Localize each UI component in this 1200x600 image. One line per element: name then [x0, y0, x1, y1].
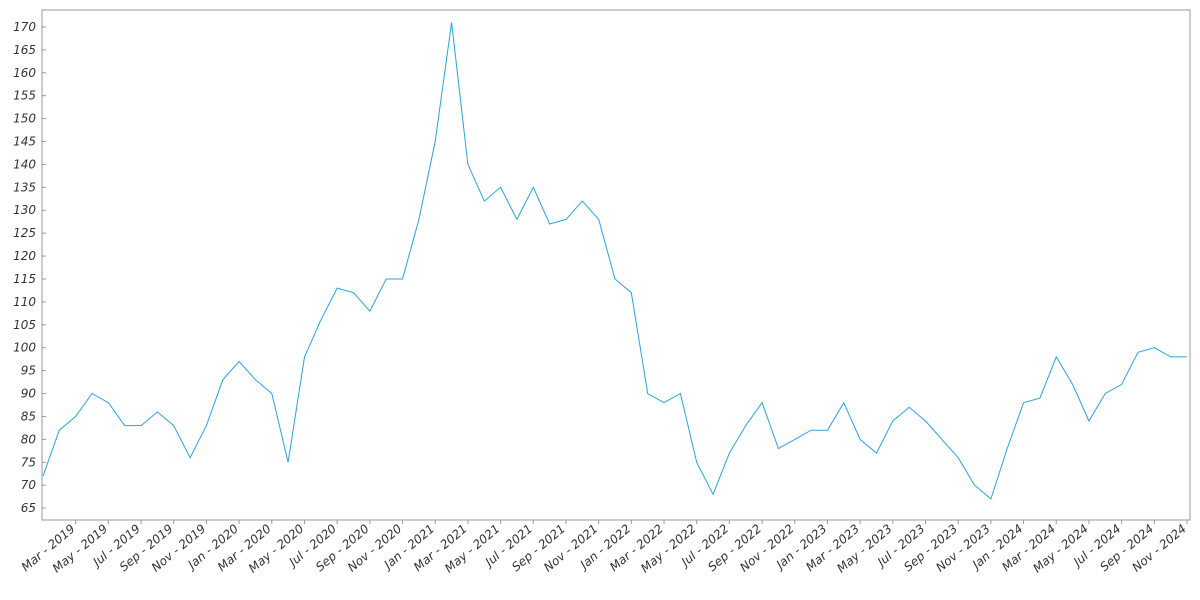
- y-tick-label: 160: [13, 66, 36, 80]
- y-tick-label: 95: [21, 364, 36, 378]
- y-tick-label: 75: [21, 455, 36, 469]
- y-tick-label: 130: [13, 203, 36, 217]
- plot-frame: [41, 9, 1191, 521]
- data-line: [42, 22, 1187, 500]
- y-tick-label: 140: [13, 157, 36, 171]
- y-tick-label: 100: [13, 341, 36, 355]
- y-tick-label: 125: [13, 226, 36, 240]
- y-tick-label: 150: [13, 112, 36, 126]
- y-tick-label: 155: [13, 89, 36, 103]
- y-tick-label: 70: [21, 478, 37, 492]
- y-tick-label: 85: [21, 409, 36, 423]
- y-tick-label: 165: [13, 43, 36, 57]
- y-tick-label: 170: [13, 20, 36, 34]
- y-tick-label: 80: [21, 432, 37, 446]
- y-tick-label: 110: [13, 295, 36, 309]
- y-tick-label: 115: [13, 272, 36, 286]
- y-tick-label: 120: [13, 249, 36, 263]
- y-tick-label: 90: [21, 387, 37, 401]
- y-tick-label: 145: [13, 135, 36, 149]
- y-tick-label: 65: [21, 501, 36, 515]
- y-tick-label: 105: [13, 318, 36, 332]
- y-tick-label: 135: [13, 180, 36, 194]
